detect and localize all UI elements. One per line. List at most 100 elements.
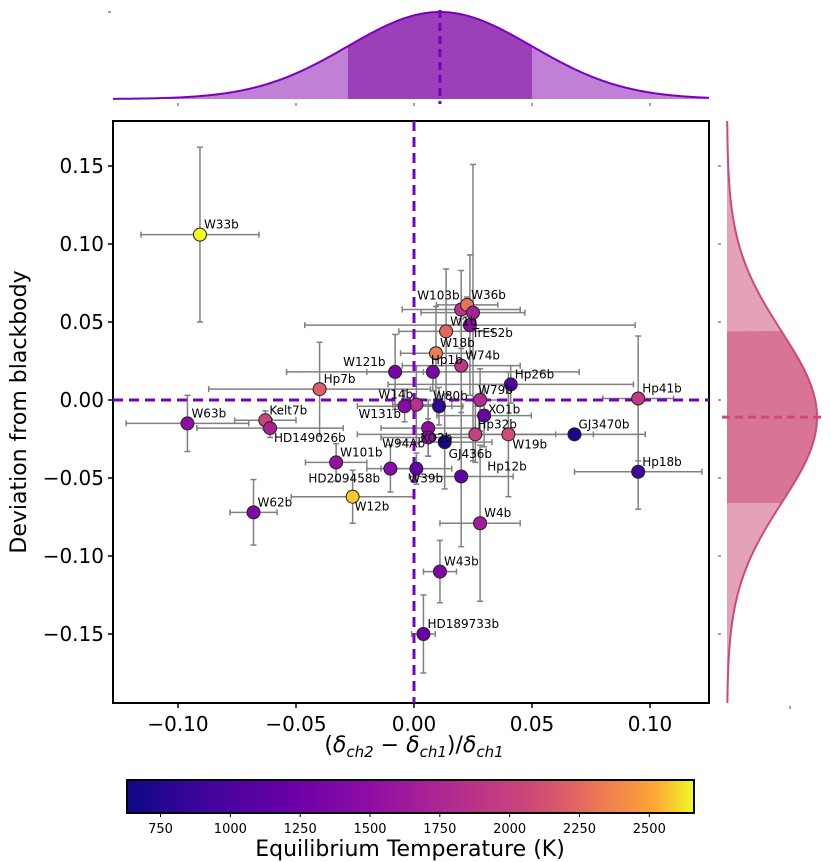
point-label: HD149026b xyxy=(274,431,346,445)
point-label: W39b xyxy=(408,472,443,486)
data-point xyxy=(631,391,646,406)
x-tick-label: −0.05 xyxy=(265,712,326,736)
colorbar-tick-label: 1500 xyxy=(353,822,386,837)
data-point xyxy=(501,427,516,442)
data-point xyxy=(473,516,488,531)
point-label: GJ436b xyxy=(449,447,492,461)
point-label: Hp26b xyxy=(515,367,555,381)
right-distribution-1sigma xyxy=(727,331,817,503)
data-point xyxy=(631,464,646,479)
colorbar-tick-label: 1250 xyxy=(284,822,317,837)
data-point xyxy=(428,346,443,361)
point-label: HD209458b xyxy=(308,472,380,486)
data-point xyxy=(421,430,436,445)
point-label: W12b xyxy=(355,500,390,514)
colorbar-tick-label: 1000 xyxy=(214,822,247,837)
colorbar-tick-label: 2250 xyxy=(563,822,596,837)
colorbar-tick-label: 1750 xyxy=(423,822,456,837)
data-point xyxy=(425,364,440,379)
data-point xyxy=(192,227,207,242)
point-label: W63b xyxy=(191,406,226,420)
data-point xyxy=(329,455,344,470)
data-point xyxy=(437,435,452,450)
top-distribution-curve xyxy=(112,11,710,100)
data-point xyxy=(503,377,518,392)
colorbar-label: Equilibrium Temperature (K) xyxy=(255,837,565,862)
point-label: Hp32b xyxy=(477,417,517,431)
data-point xyxy=(462,318,477,333)
point-label: Hp41b xyxy=(642,381,682,395)
point-label: W18b xyxy=(440,336,475,350)
data-point xyxy=(263,421,278,436)
point-label: W74b xyxy=(465,349,500,363)
point-label: W79b xyxy=(478,383,513,397)
y-tick-label: −0.05 xyxy=(43,466,104,490)
data-point xyxy=(383,461,398,476)
x-tick-label: 0.05 xyxy=(510,712,555,736)
y-tick-label: 0.15 xyxy=(59,154,104,178)
point-label: Hp12b xyxy=(487,459,527,473)
y-tick-label: −0.10 xyxy=(43,544,104,568)
colorbar-tick-label: 750 xyxy=(148,822,173,837)
point-label: W4b xyxy=(484,506,511,520)
data-point xyxy=(567,427,582,442)
data-point xyxy=(468,427,483,442)
x-tick-label: −0.10 xyxy=(147,712,208,736)
y-axis-label: Deviation from blackbody xyxy=(7,270,32,553)
data-point xyxy=(388,364,403,379)
data-point xyxy=(180,416,195,431)
y-tick-label: −0.15 xyxy=(43,622,104,646)
point-label: XO1b xyxy=(488,403,520,417)
top-marginal-distribution xyxy=(108,10,710,106)
data-point xyxy=(397,399,412,414)
point-label: W103b xyxy=(417,289,459,303)
data-point xyxy=(477,408,492,423)
point-label: W33b xyxy=(204,218,239,232)
point-label: W80b xyxy=(433,389,468,403)
data-point xyxy=(246,505,261,520)
point-label: W62b xyxy=(258,495,293,509)
data-point xyxy=(439,324,454,339)
data-point xyxy=(409,461,424,476)
data-point xyxy=(345,489,360,504)
point-label: W94Ab xyxy=(382,436,425,450)
point-label: W101b xyxy=(340,445,382,459)
colorbar-tick-label: 2000 xyxy=(493,822,526,837)
point-label: GJ3470b xyxy=(578,417,629,431)
point-label: W19b xyxy=(512,437,547,451)
y-tick-label: 0.10 xyxy=(59,232,104,256)
right-marginal-distribution xyxy=(718,120,822,709)
colorbar: 750 1000 1250 1500 1750 2000 2250 2500 Equilibr… xyxy=(126,779,695,862)
point-label: Hp7b xyxy=(324,372,356,386)
colorbar-gradient xyxy=(126,779,695,814)
point-label: XO2b xyxy=(420,431,452,445)
y-tick-label: 0.00 xyxy=(59,388,104,412)
y-tick-label: 0.05 xyxy=(59,310,104,334)
point-label: TrES2b xyxy=(471,326,513,340)
point-label: Kelt7b xyxy=(269,403,307,417)
point-label: W1b xyxy=(450,314,477,328)
colorbar-tick-label: 2500 xyxy=(633,822,666,837)
x-tick-label: 0.10 xyxy=(628,712,673,736)
point-label: W131b xyxy=(359,407,401,421)
data-point xyxy=(432,564,447,579)
data-point xyxy=(454,469,469,484)
point-label: Hp18b xyxy=(642,455,682,469)
data-point xyxy=(473,393,488,407)
data-point xyxy=(416,627,431,641)
point-label: W43b xyxy=(444,555,479,569)
point-label: W36b xyxy=(471,288,506,302)
data-point xyxy=(432,399,447,414)
x-axis-label: (δch2 − δch1)/δch1 xyxy=(324,733,503,761)
point-label: W121b xyxy=(343,355,385,369)
x-tick-label: 0.00 xyxy=(392,712,437,736)
point-label: HD189733b xyxy=(427,617,499,631)
point-label: W14b xyxy=(378,388,413,402)
plot-frame xyxy=(112,120,710,704)
point-label: Hp1b xyxy=(431,353,463,367)
data-point xyxy=(312,382,327,397)
data-point xyxy=(454,358,469,373)
right-distribution-curve xyxy=(726,120,819,704)
